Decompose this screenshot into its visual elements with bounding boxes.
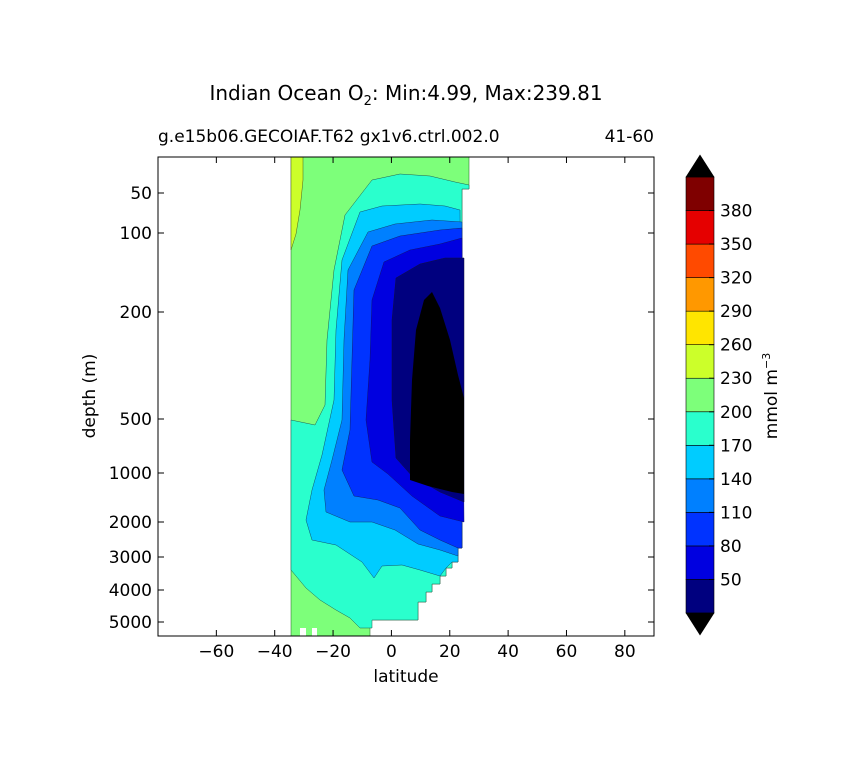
colorbar-segment — [685, 310, 715, 345]
y-tick-label: 5000 — [109, 613, 152, 633]
y-tick-label: 4000 — [109, 581, 152, 601]
x-tick-label: 20 — [439, 642, 461, 662]
colorbar-tick-label: 380 — [720, 202, 752, 222]
y-tick-label: 500 — [120, 410, 152, 430]
missing-data-notch-a — [300, 628, 306, 636]
colorbar-segment — [685, 210, 715, 245]
x-tick-label: 60 — [556, 642, 578, 662]
colorbar-segment — [685, 277, 715, 312]
colorbar-segment — [685, 176, 715, 211]
colorbar-tick-label: 200 — [720, 403, 752, 423]
x-tick-label: 40 — [497, 642, 519, 662]
chart-title-subscript: 2 — [364, 94, 372, 109]
colorbar-segment — [685, 478, 715, 513]
x-tick-label: −40 — [257, 642, 293, 662]
x-axis-ticks: −60 −40 −20 0 20 40 60 80 — [198, 157, 636, 662]
colorbar-tick-label: 230 — [720, 369, 752, 389]
colorbar-tick-label: 80 — [720, 537, 742, 557]
colorbar-segment — [685, 377, 715, 413]
colorbar-segment — [685, 545, 715, 580]
y-tick-label: 3000 — [109, 548, 152, 568]
chart-title-suffix: : Min:4.99, Max:239.81 — [372, 81, 603, 105]
colorbar-extend-max — [685, 154, 715, 178]
colorbar-label: mmol m−3 — [760, 353, 782, 439]
colorbar-tick-label: 140 — [720, 470, 752, 490]
chart-subtitle-left: g.e15b06.GECOIAF.T62 gx1v6.ctrl.002.0 — [158, 127, 500, 147]
chart-title-prefix: Indian Ocean O — [209, 81, 363, 105]
colorbar-segment — [685, 579, 715, 614]
y-tick-label: 50 — [130, 184, 152, 204]
y-tick-label: 1000 — [109, 464, 152, 484]
x-tick-label: −20 — [315, 642, 351, 662]
x-tick-label: 0 — [386, 642, 397, 662]
plot-area: −60 −40 −20 0 20 40 60 80 50 100 200 500 1000 2000 30… — [109, 156, 655, 662]
colorbar-tick-label: 50 — [720, 570, 742, 590]
colorbar-extend-min — [685, 612, 715, 636]
contour-field — [290, 156, 470, 637]
colorbar-tick-label: 320 — [720, 269, 752, 289]
contour-fill-under-20 — [410, 292, 464, 494]
plot-frame — [157, 156, 655, 637]
y-tick-label: 200 — [120, 303, 152, 323]
colorbar-segment — [685, 512, 715, 547]
colorbar-tick-label: 350 — [720, 235, 752, 255]
colorbar-label-superscript: −3 — [760, 353, 773, 369]
x-axis-label: latitude — [373, 667, 438, 687]
colorbar-segment — [685, 344, 715, 379]
colorbar-tick-label: 110 — [720, 503, 752, 523]
x-tick-label: 80 — [614, 642, 636, 662]
colorbar-tick-label: 260 — [720, 336, 752, 356]
y-tick-label: 2000 — [109, 513, 152, 533]
colorbar-tick-label: 290 — [720, 302, 752, 322]
colorbar-segment — [685, 411, 715, 446]
colorbar-tick-label: 170 — [720, 436, 752, 456]
y-tick-label: 100 — [120, 224, 152, 244]
x-tick-label: −60 — [198, 642, 234, 662]
colorbar: 50 80 110 140 170 200 230 260 290 320 350 380 — [685, 154, 752, 636]
chart-subtitle-right: 41-60 — [605, 127, 654, 147]
missing-data-notch-b — [312, 628, 317, 636]
y-axis-ticks: 50 100 200 500 1000 2000 3000 4000 5000 — [109, 184, 654, 633]
chart-title: Indian Ocean O2: Min:4.99, Max:239.81 — [209, 81, 602, 109]
colorbar-segment — [685, 445, 715, 480]
colorbar-segment — [685, 243, 715, 278]
colorbar-label-text: mmol m — [762, 369, 782, 439]
y-axis-label: depth (m) — [80, 354, 100, 439]
